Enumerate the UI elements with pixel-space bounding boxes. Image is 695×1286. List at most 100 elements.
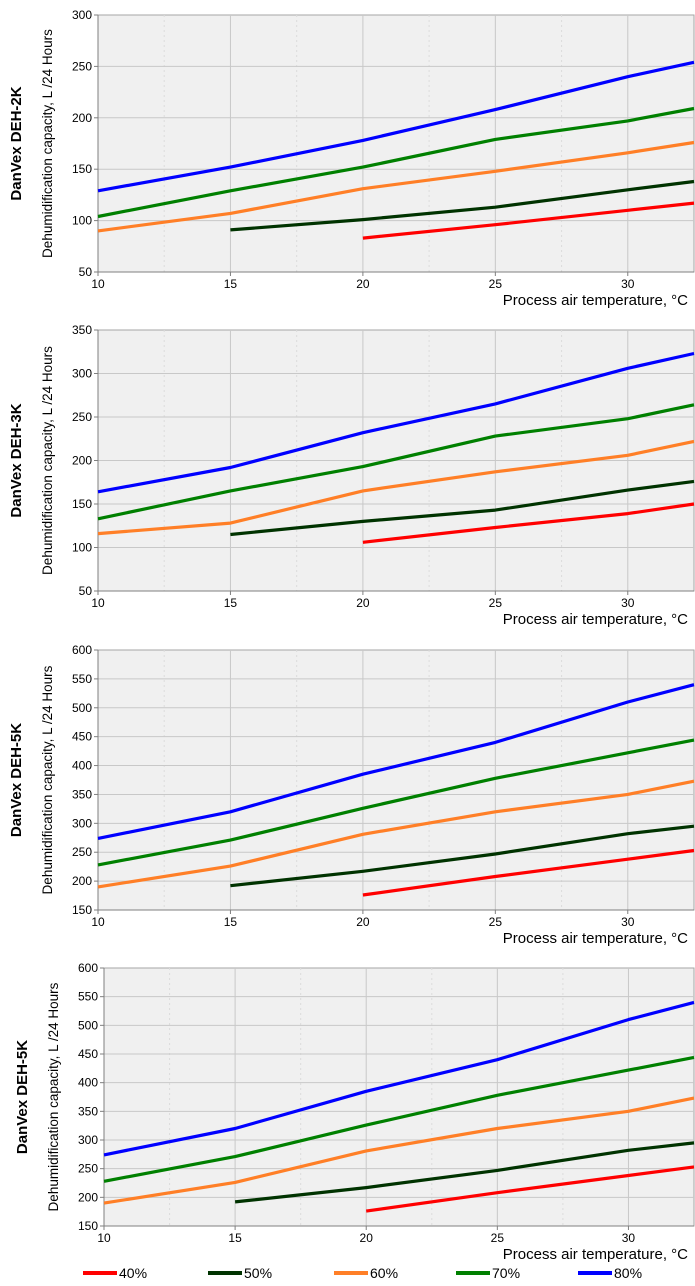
y-tick-label: 150 <box>78 1219 98 1233</box>
series-line-40pct <box>362 201 695 240</box>
plot-area <box>97 14 695 273</box>
model-label: DanVex DEH-5K <box>8 723 25 837</box>
y-tick-label: 350 <box>72 323 92 337</box>
series-line-70pct <box>97 106 695 219</box>
legend-label-70: 70% <box>492 1265 521 1281</box>
y-tick-label: 200 <box>78 1190 98 1204</box>
y-tick-label: 300 <box>72 816 92 830</box>
x-axis-title: Process air temperature, °C <box>503 1246 688 1263</box>
series-line-50pct <box>230 824 695 888</box>
legend-item-80: 80% <box>578 1262 642 1284</box>
x-tick-label: 15 <box>228 1231 242 1245</box>
series-line-60pct <box>97 779 695 889</box>
series-line-40pct <box>365 1165 695 1213</box>
x-tick-label: 10 <box>97 1231 111 1245</box>
y-tick-label: 250 <box>72 410 92 424</box>
x-tick-label: 20 <box>356 915 370 929</box>
series-line-80pct <box>97 60 695 193</box>
legend-swatch-70 <box>456 1271 490 1275</box>
legend-label-50: 50% <box>244 1265 273 1281</box>
series-line-60pct <box>97 439 695 536</box>
y-tick-label: 400 <box>78 1076 98 1090</box>
chart-3: 150 200 250 300 350 400 450 500 550 600 10 15 20 25 30… <box>8 643 695 947</box>
chart-4: 150 200 250 300 350 400 450 500 550 600 10 15 20 25 30… <box>14 961 695 1263</box>
y-tick-label: 200 <box>72 111 92 125</box>
y-tick-label: 550 <box>78 990 98 1004</box>
model-label: DanVex DEH-2K <box>8 86 25 200</box>
y-tick-label: 150 <box>72 497 92 511</box>
y-tick-label: 150 <box>72 162 92 176</box>
y-tick-label: 350 <box>72 787 92 801</box>
x-axis-title: Process air temperature, °C <box>503 292 688 309</box>
y-tick-label: 200 <box>72 454 92 468</box>
y-tick-label: 350 <box>78 1104 98 1118</box>
y-tick-label: 150 <box>72 903 92 917</box>
x-tick-label: 30 <box>621 277 635 291</box>
model-label: DanVex DEH-3K <box>8 403 25 517</box>
legend-swatch-60 <box>334 1271 368 1275</box>
series-line-50pct <box>234 1141 695 1204</box>
y-tick-label: 300 <box>78 1133 98 1147</box>
y-tick-label: 50 <box>79 584 93 598</box>
series-line-80pct <box>97 683 695 840</box>
y-tick-label: 100 <box>72 541 92 555</box>
x-tick-label: 10 <box>91 915 105 929</box>
plot-area <box>97 649 695 911</box>
plot-area <box>103 967 695 1227</box>
legend-swatch-80 <box>578 1271 612 1275</box>
series-line-70pct <box>103 1055 695 1183</box>
x-tick-label: 25 <box>491 1231 505 1245</box>
x-tick-label: 15 <box>224 277 238 291</box>
series-line-80pct <box>97 351 695 494</box>
y-tick-label: 100 <box>72 214 92 228</box>
legend-item-60: 60% <box>334 1262 398 1284</box>
legend-label-40: 40% <box>119 1265 148 1281</box>
y-tick-label: 50 <box>79 265 93 279</box>
x-tick-label: 20 <box>356 277 370 291</box>
y-tick-label: 450 <box>78 1047 98 1061</box>
x-tick-label: 10 <box>91 596 105 610</box>
legend-item-70: 70% <box>456 1262 520 1284</box>
y-axis-title: Dehumidification capacity, L /24 Hours <box>46 982 61 1211</box>
series-line-80pct <box>103 1000 695 1157</box>
x-tick-label: 30 <box>621 915 635 929</box>
y-tick-label: 250 <box>72 59 92 73</box>
legend-label-80: 80% <box>614 1265 643 1281</box>
x-tick-label: 30 <box>622 1231 636 1245</box>
model-label: DanVex DEH-5K <box>14 1040 31 1154</box>
series-line-50pct <box>230 179 695 232</box>
y-tick-label: 200 <box>72 874 92 888</box>
series-line-50pct <box>230 479 695 537</box>
y-axis-title: Dehumidification capacity, L /24 Hours <box>40 665 55 894</box>
legend-item-40: 40% <box>83 1262 147 1284</box>
x-tick-label: 10 <box>91 277 105 291</box>
y-tick-label: 250 <box>78 1162 98 1176</box>
y-axis-title: Dehumidification capacity, L /24 Hours <box>40 29 55 258</box>
y-tick-label: 600 <box>78 961 98 975</box>
legend: 40% 50% 60% 70% 80% <box>0 1262 695 1284</box>
x-tick-label: 25 <box>489 915 503 929</box>
y-tick-label: 600 <box>72 643 92 657</box>
legend-item-50: 50% <box>208 1262 272 1284</box>
x-axis-title: Process air temperature, °C <box>503 611 688 628</box>
x-tick-label: 15 <box>224 915 238 929</box>
x-tick-label: 25 <box>489 596 503 610</box>
x-axis-title: Process air temperature, °C <box>503 930 688 947</box>
y-tick-label: 400 <box>72 759 92 773</box>
y-tick-label: 300 <box>72 8 92 22</box>
series-line-70pct <box>97 403 695 521</box>
legend-swatch-50 <box>208 1271 242 1275</box>
x-tick-label: 25 <box>489 277 503 291</box>
series-line-40pct <box>362 502 695 544</box>
series-line-40pct <box>362 848 695 897</box>
y-tick-label: 500 <box>78 1018 98 1032</box>
legend-swatch-40 <box>83 1271 117 1275</box>
x-tick-label: 20 <box>356 596 370 610</box>
x-tick-label: 20 <box>360 1231 374 1245</box>
y-tick-label: 550 <box>72 672 92 686</box>
x-tick-label: 15 <box>224 596 238 610</box>
x-tick-label: 30 <box>621 596 635 610</box>
